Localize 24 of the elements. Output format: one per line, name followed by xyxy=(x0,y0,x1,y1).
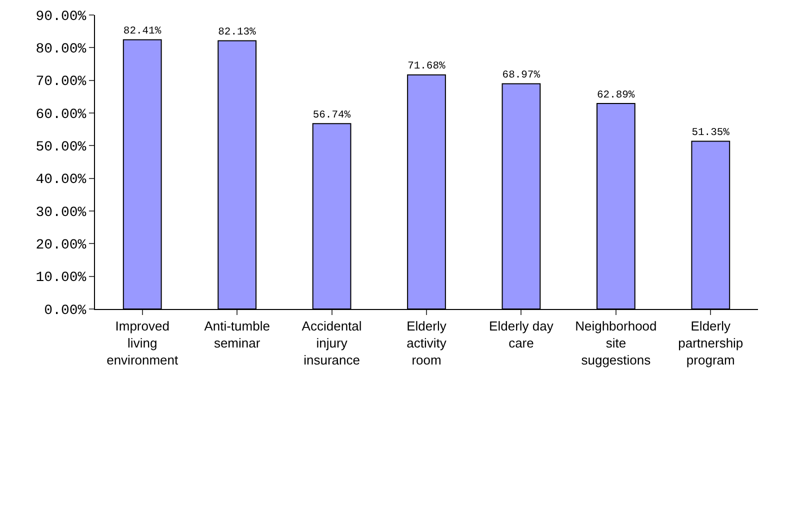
y-tick-label: 80.00% xyxy=(36,42,87,58)
x-tick-label: Accidental injury insurance xyxy=(302,318,362,368)
y-tick-label: 70.00% xyxy=(36,74,87,90)
y-tick-label: 60.00% xyxy=(36,106,87,123)
x-tick-label: Elderly partnership program xyxy=(678,318,744,368)
y-tick-label: 50.00% xyxy=(36,140,87,156)
data-label: 68.97% xyxy=(502,69,541,82)
data-label: 62.89% xyxy=(597,89,636,102)
data-label: 51.35% xyxy=(692,127,730,140)
data-label: 82.41% xyxy=(123,26,162,38)
y-tick-label: 40.00% xyxy=(36,172,87,188)
x-tick-label: Elderly day care xyxy=(489,318,554,350)
y-tick-label: 10.00% xyxy=(36,270,87,286)
x-tick-label: Neighborhood site suggestions xyxy=(575,318,657,368)
y-tick-label: 20.00% xyxy=(36,238,87,254)
y-tick-label: 30.00% xyxy=(36,204,87,221)
y-tick-label: 90.00% xyxy=(36,8,87,25)
data-label: 71.68% xyxy=(408,60,446,73)
x-tick-label: Elderly activity room xyxy=(406,318,447,368)
x-tick-label: Anti-tumble seminar xyxy=(204,318,270,350)
x-tick-label: Improved living environment xyxy=(106,318,179,368)
data-label: 56.74% xyxy=(312,109,352,122)
data-label: 82.13% xyxy=(218,26,257,38)
y-tick-label: 0.00% xyxy=(44,302,87,319)
